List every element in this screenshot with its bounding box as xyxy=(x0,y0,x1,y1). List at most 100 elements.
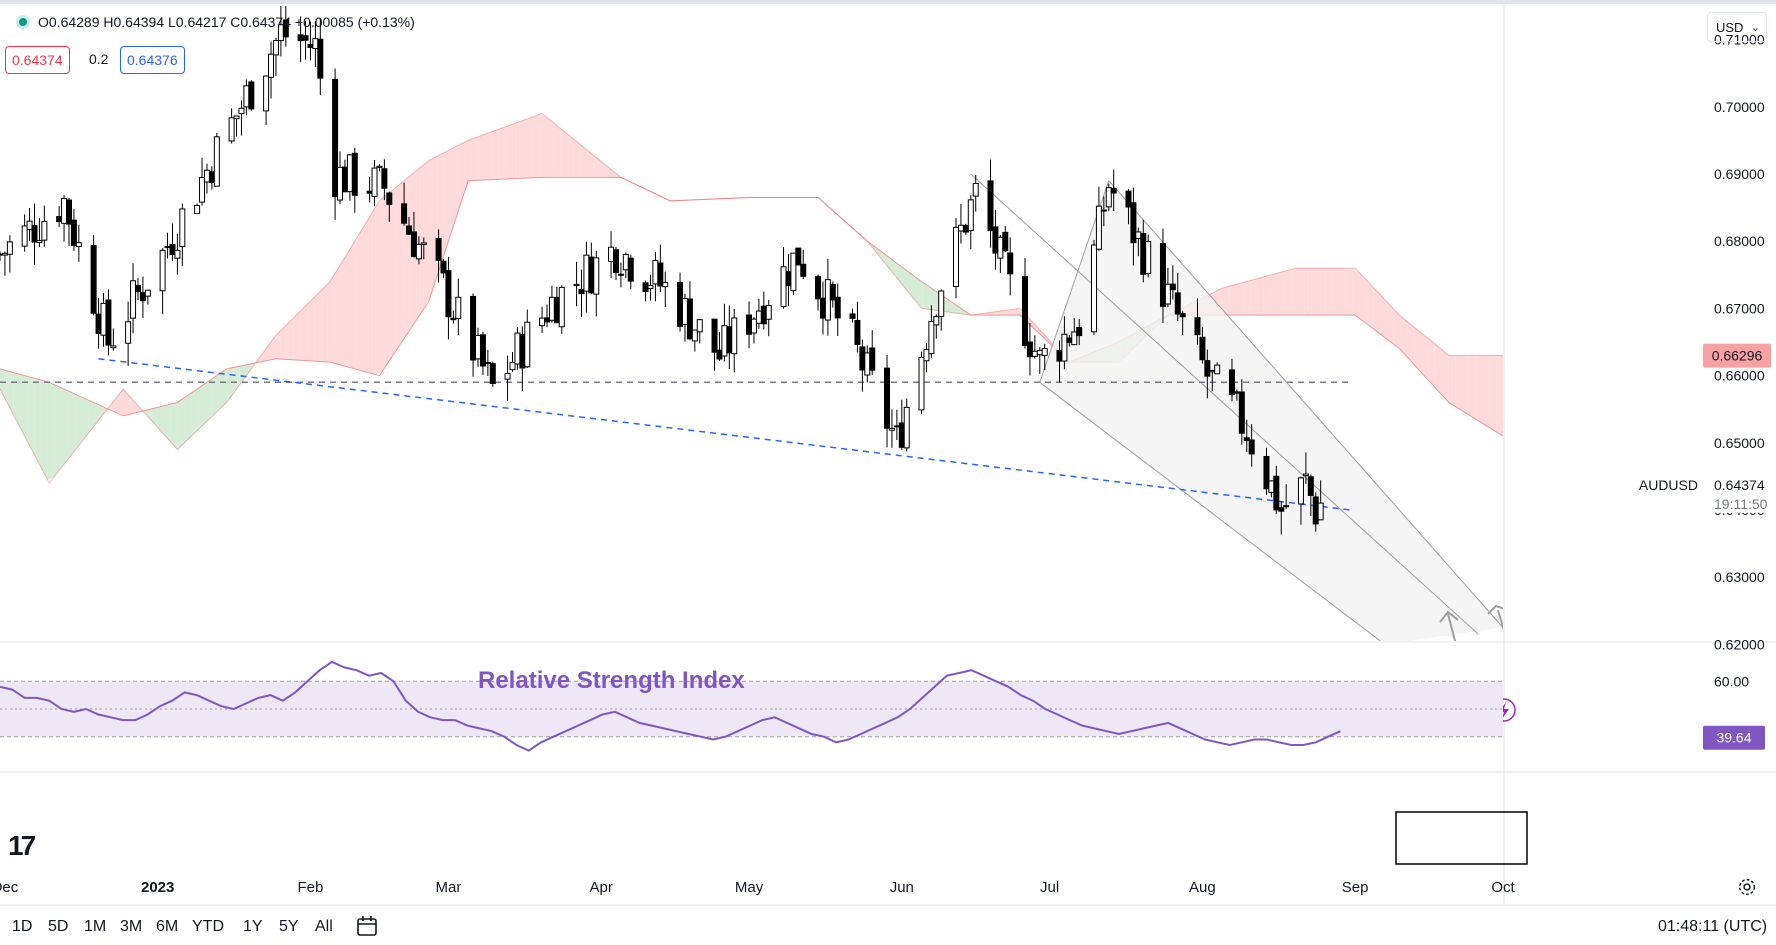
time-tick-label: Jun xyxy=(890,879,914,896)
cloud-segment xyxy=(239,364,246,386)
timeframe-button-1y[interactable]: 1Y xyxy=(243,918,263,935)
time-tick-label: 2023 xyxy=(141,879,174,896)
candle xyxy=(987,180,994,232)
candle xyxy=(337,166,344,201)
cloud-segment xyxy=(1250,278,1258,316)
cloud-segment xyxy=(20,374,28,442)
cloud-segment xyxy=(0,368,7,403)
candle xyxy=(125,321,132,344)
currency-button[interactable]: USD ⌄ xyxy=(1707,12,1767,42)
candle xyxy=(504,372,511,380)
channel-fill xyxy=(1039,180,1503,641)
cloud-segment xyxy=(457,142,465,213)
candle xyxy=(1233,391,1240,394)
timeframe-button-5y[interactable]: 5Y xyxy=(279,918,299,935)
candle xyxy=(953,226,960,287)
candle xyxy=(26,220,33,230)
cloud-segment xyxy=(1291,268,1299,316)
cloud-segment xyxy=(1434,343,1442,395)
candle xyxy=(933,316,940,326)
candle xyxy=(312,38,319,50)
cloud-segment xyxy=(68,390,76,459)
candle xyxy=(1179,313,1186,318)
cloud-segment xyxy=(1400,315,1408,358)
candle xyxy=(1243,437,1250,441)
candle xyxy=(1061,333,1068,362)
timeframe-button-all[interactable]: All xyxy=(315,918,333,935)
candle xyxy=(302,35,309,41)
cloud-segment xyxy=(512,121,520,179)
cloud-segment xyxy=(1373,287,1381,334)
timeframe-button-3m[interactable]: 3M xyxy=(120,918,143,935)
cloud-segment xyxy=(1421,332,1428,380)
channel-line[interactable] xyxy=(1108,180,1503,628)
calendar-range-icon[interactable] xyxy=(355,914,379,938)
candle xyxy=(70,219,77,246)
channel-line[interactable] xyxy=(970,173,1479,635)
candle xyxy=(1159,243,1166,307)
cloud-segment xyxy=(450,145,458,234)
candle xyxy=(760,305,767,325)
cloud-segment xyxy=(40,380,48,481)
cloud-segment xyxy=(1311,268,1319,316)
candle xyxy=(578,288,585,295)
candle xyxy=(1307,476,1314,496)
candle xyxy=(1110,187,1117,194)
symbol-label: AUDUSD xyxy=(1639,477,1698,493)
candle xyxy=(1194,317,1201,336)
candle xyxy=(524,321,531,368)
candle xyxy=(1228,369,1235,395)
candle xyxy=(233,115,240,120)
time-tick-label: Oct xyxy=(1491,879,1515,896)
cloud-segment xyxy=(485,131,492,180)
candle xyxy=(351,152,358,196)
ask-price-button[interactable]: 0.64376 xyxy=(120,46,185,74)
candle xyxy=(479,334,486,367)
cloud-segment xyxy=(396,181,404,351)
cloud-segment xyxy=(382,192,390,371)
rsi-line[interactable] xyxy=(0,660,1341,752)
candle xyxy=(967,199,974,231)
cloud-segment xyxy=(355,229,363,371)
bid-price-button[interactable]: 0.64374 xyxy=(5,46,70,74)
candle xyxy=(849,313,856,319)
candle xyxy=(1174,292,1181,315)
candle xyxy=(1199,336,1206,361)
candle xyxy=(543,317,550,323)
currency-label: USD xyxy=(1716,20,1744,35)
time-tick-label: Sep xyxy=(1342,879,1369,896)
cloud-segment xyxy=(567,133,574,178)
cloud-segment xyxy=(280,324,287,360)
timeframe-button-6m[interactable]: 6M xyxy=(156,918,179,935)
gear-icon[interactable] xyxy=(1736,876,1758,898)
cloud-segment xyxy=(874,246,882,259)
cloud-segment xyxy=(594,155,602,178)
candle xyxy=(31,225,38,243)
candle xyxy=(268,53,275,78)
timeframe-button-1m[interactable]: 1M xyxy=(84,918,107,935)
candle xyxy=(652,259,659,285)
cloud-segment xyxy=(1427,338,1435,388)
timeframe-button-1d[interactable]: 1D xyxy=(12,918,33,935)
price-tick-label: 0.65000 xyxy=(1714,435,1765,451)
candle xyxy=(36,240,43,244)
timeframe-button-5d[interactable]: 5D xyxy=(48,918,69,935)
candle xyxy=(65,199,72,225)
candle xyxy=(593,257,600,295)
cloud-segment xyxy=(908,271,916,301)
legend-header: O0.64289 H0.64394 L0.64217 C0.64374 +0.0… xyxy=(16,14,415,30)
utc-clock[interactable]: 01:48:11 (UTC) xyxy=(1658,918,1768,935)
candle xyxy=(56,216,63,223)
candle xyxy=(1026,341,1033,358)
candle xyxy=(1312,496,1319,525)
cloud-segment xyxy=(560,128,568,178)
channel-line[interactable] xyxy=(1039,381,1385,644)
trend-line[interactable] xyxy=(98,358,1351,511)
timeframe-button-ytd[interactable]: YTD xyxy=(192,918,224,935)
cloud-segment xyxy=(1236,282,1244,316)
candle xyxy=(938,290,945,317)
cloud-segment xyxy=(608,166,615,178)
up-arrow-2-head xyxy=(1487,604,1503,615)
last-price-box xyxy=(1710,470,1772,513)
